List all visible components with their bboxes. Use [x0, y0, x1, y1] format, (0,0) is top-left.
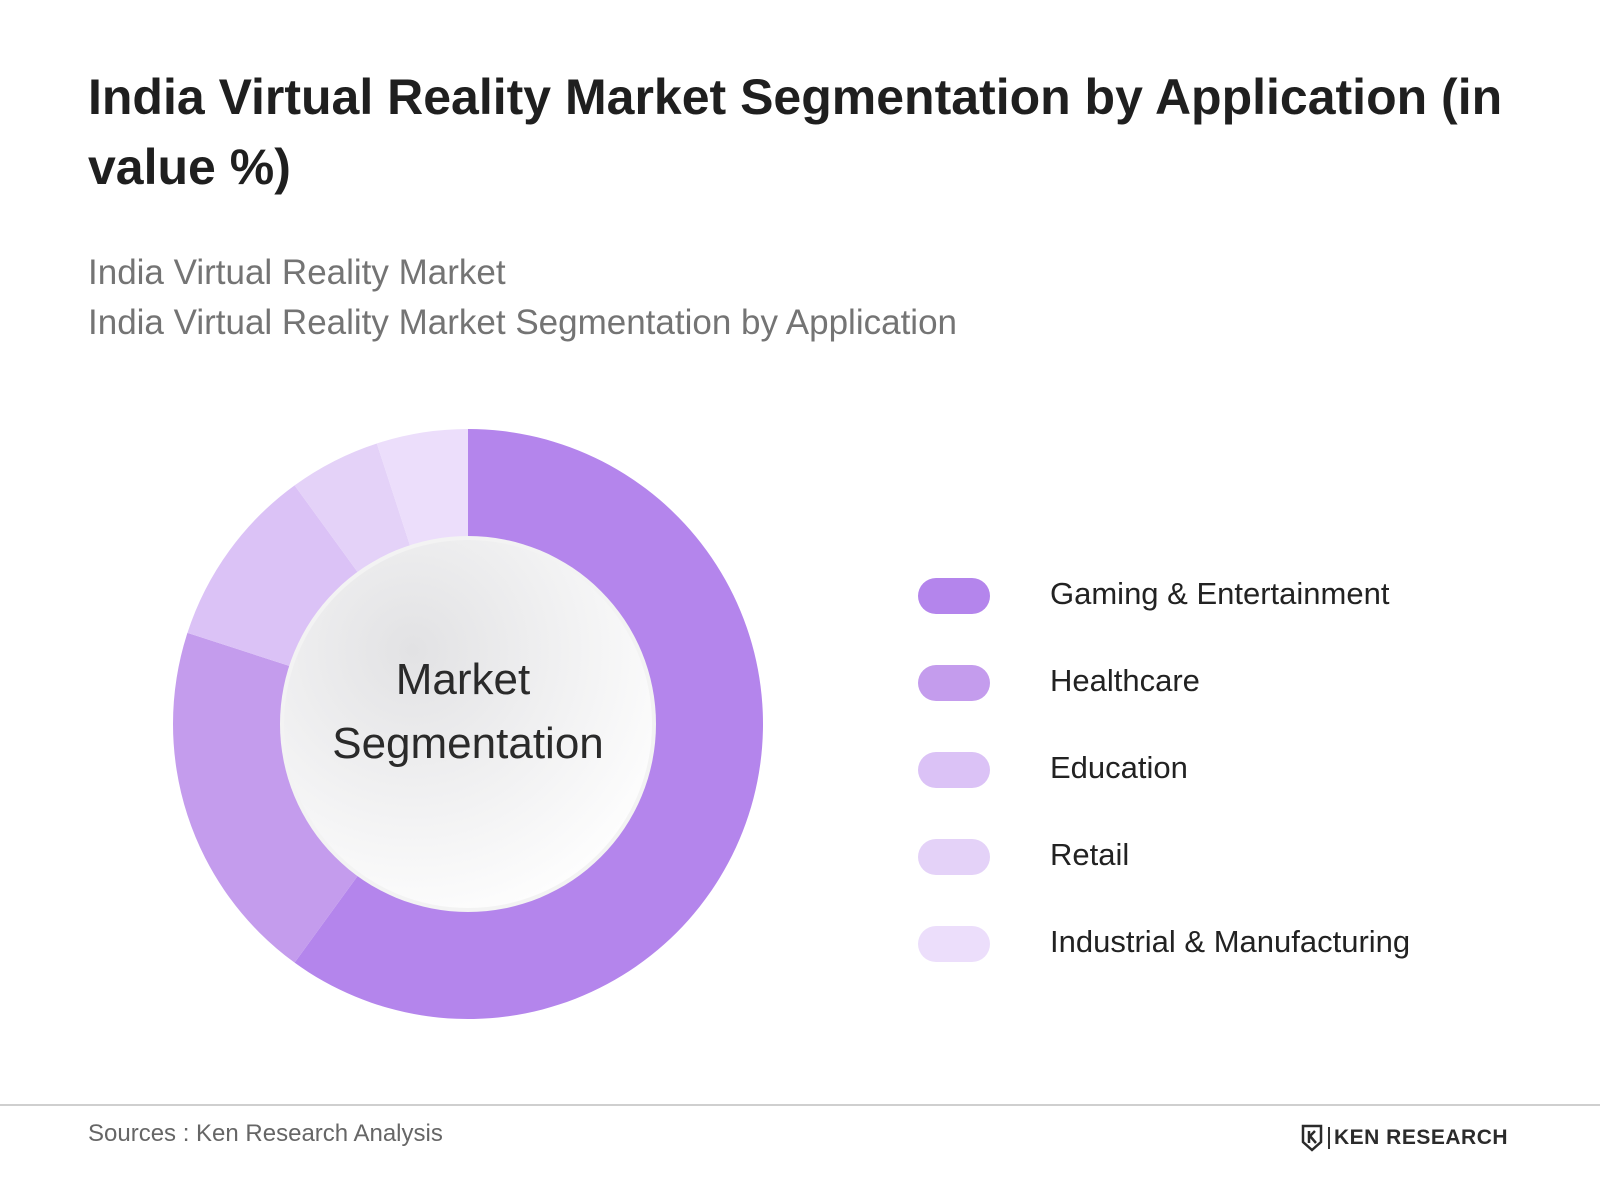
brand-logo: KEN RESEARCH: [1300, 1124, 1508, 1152]
donut-center: [284, 540, 652, 908]
legend-label: Gaming & Entertainment: [1050, 576, 1390, 611]
chart-title: India Virtual Reality Market Segmentatio…: [88, 69, 1503, 195]
legend-swatch: [918, 578, 990, 614]
donut-slice-2: [172, 632, 359, 963]
brand-name: KEN RESEARCH: [1334, 1126, 1509, 1149]
legend-swatch: [918, 839, 990, 875]
donut-slices: [172, 429, 763, 1019]
subtitle-line-1: India Virtual Reality Market: [88, 253, 506, 292]
donut-slice-5: [376, 429, 468, 548]
legend-label: Industrial & Manufacturing: [1050, 924, 1411, 959]
ken-research-logo-icon: [1301, 1124, 1323, 1152]
legend-label: Healthcare: [1050, 663, 1200, 698]
brand-separator: [1328, 1127, 1330, 1149]
legend-label: Education: [1050, 750, 1188, 785]
center-label-line-1: Market: [396, 655, 530, 704]
subtitle-line-2: India Virtual Reality Market Segmentatio…: [88, 303, 958, 342]
footer-divider: [0, 1104, 1600, 1106]
legend-swatch: [918, 752, 990, 788]
donut-slice-4: [294, 443, 411, 574]
donut-slice-1: [294, 429, 763, 1019]
legend-swatch: [918, 926, 990, 962]
center-label-line-2: Segmentation: [332, 719, 604, 768]
donut-slice-3: [187, 485, 359, 667]
chart-subtitle: India Virtual Reality Market India Virtu…: [88, 248, 1388, 348]
sources-note: Sources : Ken Research Analysis: [88, 1120, 443, 1147]
legend-label: Retail: [1050, 837, 1130, 872]
legend-swatch: [918, 665, 990, 701]
